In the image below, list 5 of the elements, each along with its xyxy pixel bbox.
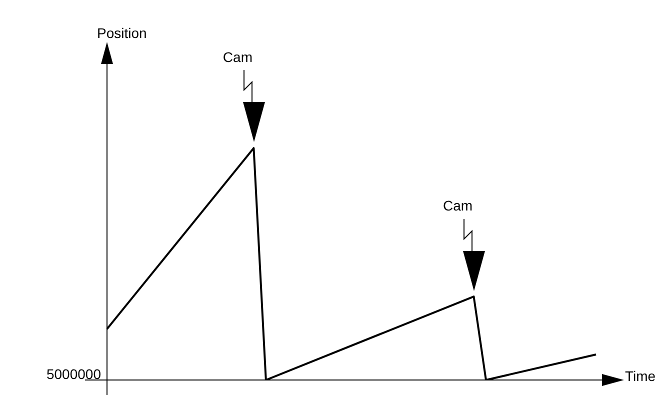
annotation: 5000000 [46, 366, 102, 382]
x-axis-title: Time [625, 368, 656, 384]
text: Cam [222, 48, 252, 65]
annotation: Cam [442, 197, 473, 214]
text: Position [97, 24, 147, 41]
